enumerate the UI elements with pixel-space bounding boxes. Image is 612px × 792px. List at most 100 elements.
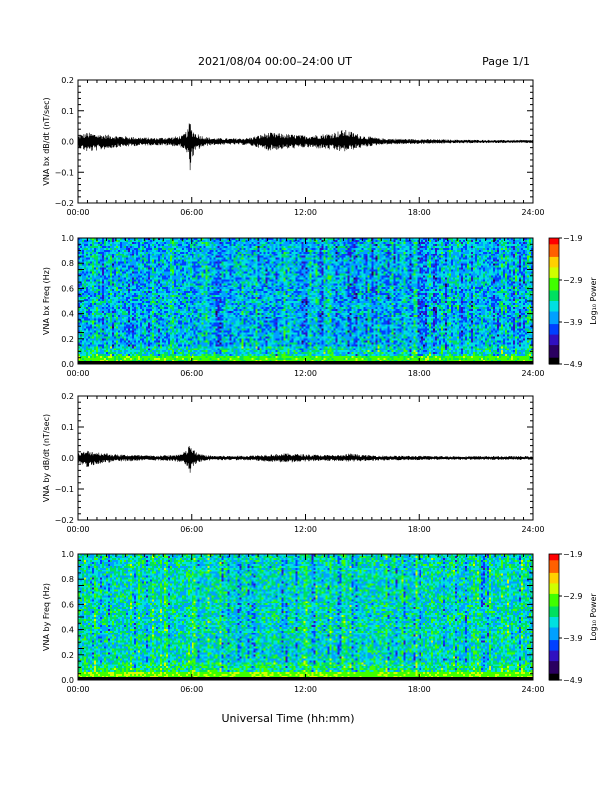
figure-title: 2021/08/04 00:00–24:00 UT bbox=[198, 55, 352, 68]
y-tick-label: 1.0 bbox=[61, 550, 74, 559]
x-tick-label: 12:00 bbox=[294, 685, 317, 694]
colorbar-segment bbox=[549, 303, 559, 306]
colorbar-tick-label: −2.9 bbox=[563, 592, 582, 601]
x-tick-label: 24:00 bbox=[521, 525, 544, 534]
colorbar-segment bbox=[549, 566, 559, 570]
colorbar-tick-label: −2.9 bbox=[563, 276, 582, 285]
x-tick-label: 18:00 bbox=[408, 208, 431, 217]
colorbar-segment bbox=[549, 669, 559, 673]
x-axis-title: Universal Time (hh:mm) bbox=[222, 712, 355, 725]
colorbar-segment bbox=[549, 617, 559, 620]
colorbar-segment bbox=[549, 648, 559, 652]
y-tick-label: 0.2 bbox=[61, 335, 74, 344]
colorbar-segment bbox=[549, 650, 559, 654]
colorbar-segment bbox=[549, 292, 559, 296]
x-tick-label: 24:00 bbox=[521, 369, 544, 378]
x-tick-label: 00:00 bbox=[66, 208, 89, 217]
y-tick-label: 0.6 bbox=[61, 600, 74, 609]
colorbar-segment bbox=[549, 361, 559, 365]
colorbar-segment bbox=[549, 267, 559, 271]
colorbar-segment bbox=[549, 313, 559, 317]
colorbar-segment bbox=[549, 324, 559, 327]
colorbar-segment bbox=[549, 642, 559, 645]
panel-by-spectrogram: 00:00 06:00 12:00 18:00 24:00 1.0 0.8 0.6 0.4 0.2… bbox=[42, 550, 598, 694]
colorbar-segment bbox=[549, 675, 559, 679]
spectrogram-image bbox=[78, 238, 533, 364]
colorbar-segment bbox=[549, 575, 559, 578]
y-tick-label: 0.2 bbox=[61, 392, 74, 401]
y-tick-label: −0.1 bbox=[55, 485, 74, 494]
colorbar-segment bbox=[549, 347, 559, 350]
x-tick-label: 00:00 bbox=[66, 369, 89, 378]
colorbar-segment bbox=[549, 294, 559, 298]
colorbar-segment bbox=[549, 340, 559, 344]
colorbar-tick-label: −1.9 bbox=[563, 550, 582, 559]
colorbar-segment bbox=[549, 673, 559, 677]
colorbar-segment bbox=[549, 277, 559, 281]
colorbar-segment bbox=[549, 581, 559, 584]
y-tick-label: 0.0 bbox=[61, 138, 74, 147]
colorbar-segment bbox=[549, 334, 559, 338]
colorbar-segment bbox=[549, 252, 559, 256]
colorbar-segment bbox=[549, 598, 559, 601]
x-tick-label: 06:00 bbox=[180, 525, 203, 534]
colorbar-segment bbox=[549, 568, 559, 572]
colorbar-segment bbox=[549, 351, 559, 355]
colorbar-segment bbox=[549, 355, 559, 359]
y-tick-label: −0.2 bbox=[55, 199, 74, 208]
colorbar-segment bbox=[549, 328, 559, 331]
y-tick-label: 0.0 bbox=[61, 360, 74, 369]
panel-bx-spectrogram: 00:00 06:00 12:00 18:00 24:00 1.0 0.8 0.6 0.4 0.2… bbox=[42, 234, 598, 378]
colorbar-tick-label: −1.9 bbox=[563, 234, 582, 243]
colorbar-segment bbox=[549, 338, 559, 342]
colorbar-segment bbox=[549, 305, 559, 308]
colorbar-tick-label: −4.9 bbox=[563, 676, 582, 685]
colorbar-segment bbox=[549, 250, 559, 254]
colorbar-segment bbox=[549, 263, 559, 266]
colorbar-segment bbox=[549, 652, 559, 656]
colorbar-segment bbox=[549, 635, 559, 639]
y-tick-label: 0.2 bbox=[61, 651, 74, 660]
colorbar-segment bbox=[549, 246, 559, 250]
colorbar-segment bbox=[549, 587, 559, 591]
y-tick-label: 0.1 bbox=[61, 107, 74, 116]
x-tick-label: 18:00 bbox=[408, 369, 431, 378]
colorbar-segment bbox=[549, 661, 559, 664]
colorbar-segment bbox=[549, 273, 559, 277]
colorbar-segment bbox=[549, 345, 559, 348]
y-tick-label: −0.2 bbox=[55, 516, 74, 525]
y-tick-label: 0.6 bbox=[61, 284, 74, 293]
colorbar-segment bbox=[549, 311, 559, 315]
colorbar-segment bbox=[549, 275, 559, 279]
colorbar-frame bbox=[548, 553, 560, 681]
colorbar-segment bbox=[549, 265, 559, 268]
colorbar-segment bbox=[549, 627, 559, 631]
colorbar-segment bbox=[549, 286, 559, 289]
y-axis-label: VNA by Freq (Hz) bbox=[42, 583, 51, 651]
colorbar-segment bbox=[549, 359, 559, 363]
colorbar-segment bbox=[549, 619, 559, 622]
colorbar-segment bbox=[549, 330, 559, 334]
colorbar-segment bbox=[549, 612, 559, 616]
colorbar-tick-label: −3.9 bbox=[563, 634, 582, 643]
colorbar-segment bbox=[549, 298, 559, 302]
colorbar-segment bbox=[549, 610, 559, 614]
colorbar-segment bbox=[549, 271, 559, 275]
y-axis-label: VNA bx Freq (Hz) bbox=[42, 267, 51, 335]
spectrogram-image bbox=[78, 554, 533, 680]
colorbar-segment bbox=[549, 671, 559, 675]
colorbar-segment bbox=[549, 240, 559, 243]
x-tick-label: 06:00 bbox=[180, 369, 203, 378]
colorbar-frame bbox=[548, 237, 560, 365]
x-tick-label: 18:00 bbox=[408, 525, 431, 534]
colorbar-label: Log₁₀ Power bbox=[589, 593, 598, 641]
colorbar-label: Log₁₀ Power bbox=[589, 277, 598, 325]
colorbar-segment bbox=[549, 633, 559, 637]
colorbar-segment bbox=[549, 663, 559, 666]
colorbar-segment bbox=[549, 570, 559, 574]
colorbar-segment bbox=[549, 238, 559, 241]
x-tick-label: 12:00 bbox=[294, 525, 317, 534]
waveform-trace bbox=[77, 445, 534, 473]
colorbar-segment bbox=[549, 309, 559, 313]
colorbar-segment bbox=[549, 579, 559, 582]
